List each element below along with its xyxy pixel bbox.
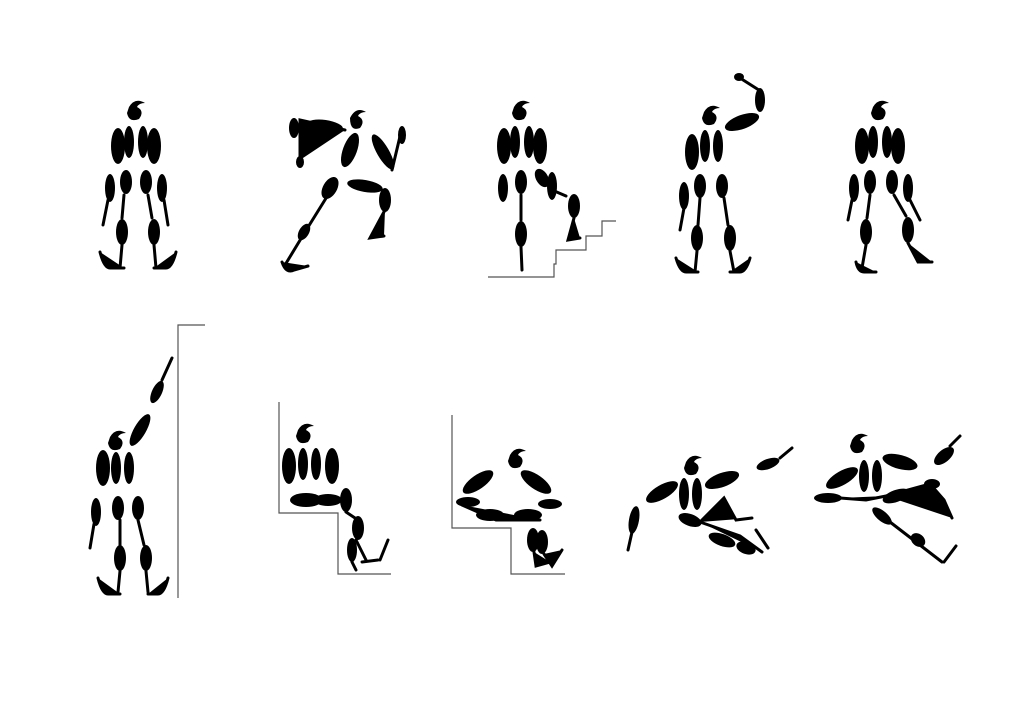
pose-side-lunge-reach [626, 446, 794, 555]
pose-standing-knee-bend [846, 100, 934, 274]
pose-sit-down-step [278, 402, 391, 575]
pose-crawl-reach [814, 433, 962, 564]
pose-step-up [488, 100, 616, 278]
pose-seated-hug-knees [451, 415, 565, 575]
pose-lunge-reach-left [280, 110, 406, 273]
pose-reach-up-wall [88, 324, 205, 598]
pose-arm-raised-overhead [674, 73, 765, 274]
pose-standing [98, 100, 178, 270]
